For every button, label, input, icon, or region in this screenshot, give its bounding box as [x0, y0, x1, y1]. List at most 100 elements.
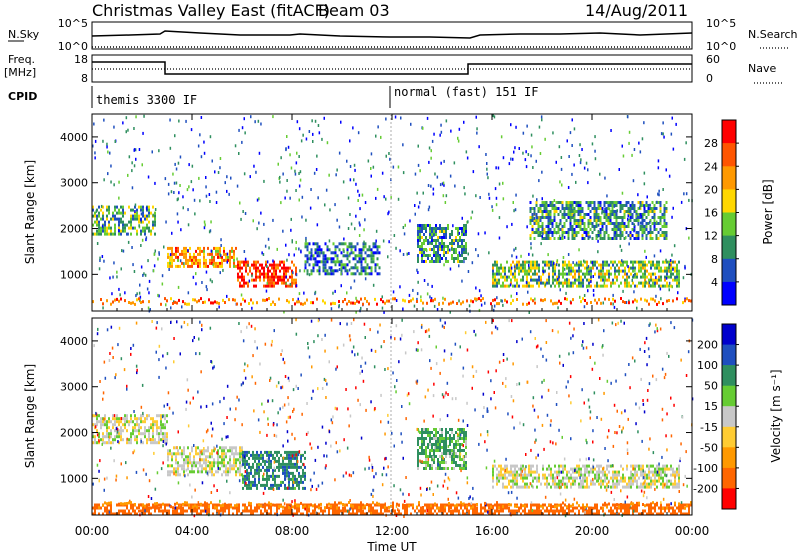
heatmap-cell — [604, 234, 606, 237]
heatmap-cell — [530, 471, 532, 474]
heatmap-cell — [465, 443, 467, 446]
freq-panel: Freq. [MHz] 18 8 60 0 Nave — [4, 53, 784, 85]
heatmap-cell — [267, 260, 269, 263]
heatmap-cell — [612, 210, 614, 213]
heatmap-cell — [572, 276, 574, 279]
heatmap-cell — [676, 273, 678, 276]
heatmap-cell — [594, 477, 596, 480]
heatmap-cell — [229, 464, 231, 467]
heatmap-cell — [206, 195, 208, 198]
heatmap-cell — [443, 263, 445, 266]
heatmap-cell — [612, 282, 614, 285]
heatmap-cell — [132, 209, 134, 212]
heatmap-cell — [568, 234, 570, 237]
heatmap-cell — [646, 276, 648, 279]
heatmap-cell — [552, 480, 554, 483]
heatmap-cell — [128, 301, 130, 304]
colorbar-tick-label: 28 — [704, 137, 718, 150]
heatmap-cell — [243, 276, 245, 279]
heatmap-cell — [672, 299, 674, 302]
heatmap-cell — [302, 469, 304, 472]
heatmap-cell — [494, 115, 496, 118]
heatmap-cell — [602, 279, 604, 282]
heatmap-cell — [315, 291, 317, 294]
heatmap-cell — [417, 461, 419, 464]
heatmap-cell — [421, 248, 423, 251]
heatmap-cell — [427, 292, 429, 295]
heatmap-cell — [646, 201, 648, 204]
heatmap-cell — [620, 234, 622, 237]
heatmap-cell — [614, 231, 616, 234]
heatmap-cell — [574, 270, 576, 273]
heatmap-cell — [570, 264, 572, 267]
heatmap-cell — [496, 197, 498, 200]
heatmap-cell — [233, 455, 235, 458]
heatmap-cell — [522, 477, 524, 480]
heatmap-cell — [287, 279, 289, 282]
heatmap-cell — [578, 282, 580, 285]
heatmap-cell — [272, 301, 274, 304]
heatmap-cell — [459, 251, 461, 254]
heatmap-cell — [568, 201, 570, 204]
heatmap-cell — [258, 454, 260, 457]
heatmap-cell — [586, 477, 588, 480]
heatmap-cell — [296, 478, 298, 481]
heatmap-cell — [108, 224, 110, 227]
heatmap-cell — [647, 232, 649, 235]
heatmap-cell — [576, 210, 578, 213]
heatmap-cell — [534, 207, 536, 210]
heatmap-cell — [258, 457, 260, 460]
heatmap-cell — [185, 461, 187, 464]
heatmap-cell — [612, 204, 614, 207]
heatmap-cell — [431, 149, 433, 152]
heatmap-cell — [666, 285, 668, 288]
heatmap-cell — [572, 225, 574, 228]
heatmap-cell — [684, 299, 686, 302]
heatmap-cell — [292, 478, 294, 481]
heatmap-cell — [598, 474, 600, 477]
heatmap-cell — [528, 153, 530, 156]
heatmap-cell — [227, 449, 229, 452]
heatmap-cell — [538, 228, 540, 231]
heatmap-cell — [544, 204, 546, 207]
heatmap-cell — [492, 468, 494, 471]
heatmap-cell — [568, 253, 570, 256]
heatmap-cell — [266, 466, 268, 469]
heatmap-cell — [235, 452, 237, 455]
heatmap-cell — [219, 262, 221, 265]
heatmap-cell — [250, 484, 252, 487]
heatmap-cell — [455, 227, 457, 230]
heatmap-cell — [439, 455, 441, 458]
heatmap-cell — [218, 171, 220, 174]
heatmap-cell — [345, 269, 347, 272]
heatmap-cell — [500, 276, 502, 279]
heatmap-cell — [598, 270, 600, 273]
heatmap-cell — [558, 468, 560, 471]
heatmap-cell — [173, 446, 175, 449]
heatmap-cell — [676, 279, 678, 282]
heatmap-cell — [439, 446, 441, 449]
heatmap-cell — [628, 201, 630, 204]
heatmap-cell — [526, 270, 528, 273]
heatmap-cell — [568, 186, 570, 189]
heatmap-cell — [676, 285, 678, 288]
heatmap-cell — [203, 265, 205, 268]
heatmap-cell — [276, 510, 278, 513]
colorbar-tick-label: 20 — [704, 183, 718, 196]
heatmap-cell — [319, 245, 321, 248]
heatmap-cell — [132, 420, 134, 423]
heatmap-cell — [417, 437, 419, 440]
heatmap-cell — [592, 237, 594, 240]
heatmap-cell — [526, 125, 528, 128]
heatmap-cell — [132, 510, 134, 513]
heatmap-cell — [530, 474, 532, 477]
heatmap-cell — [557, 306, 559, 309]
heatmap-cell — [148, 432, 150, 435]
heatmap-cell — [175, 256, 177, 259]
heatmap-cell — [421, 443, 423, 446]
heatmap-cell — [213, 464, 215, 467]
heatmap-cell — [640, 276, 642, 279]
heatmap-cell — [660, 270, 662, 273]
heatmap-cell — [548, 468, 550, 471]
heatmap-cell — [402, 308, 404, 311]
